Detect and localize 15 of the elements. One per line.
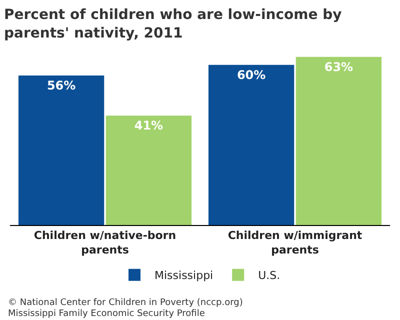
legend-label: Mississippi bbox=[154, 269, 214, 282]
data-label: 60% bbox=[236, 68, 266, 82]
x-tick-label: Children w/immigrant parents bbox=[228, 229, 362, 256]
bar bbox=[18, 76, 104, 225]
legend-label: U.S. bbox=[258, 269, 280, 282]
data-label: 63% bbox=[324, 60, 354, 74]
text: Mississippi Family Economic Security Profile bbox=[8, 309, 206, 319]
bar bbox=[106, 116, 192, 225]
text: © National Center for Children in Poverty (nccp.org) bbox=[8, 298, 243, 308]
bar bbox=[296, 56, 382, 225]
bar bbox=[208, 64, 294, 225]
data-label: 56% bbox=[46, 78, 76, 93]
data-label: 41% bbox=[134, 118, 164, 133]
x-tick-label: Children w/native-born parents bbox=[34, 229, 176, 256]
chart-title: Percent of children who are low-income by parents' nativity, 2011 bbox=[4, 7, 342, 42]
